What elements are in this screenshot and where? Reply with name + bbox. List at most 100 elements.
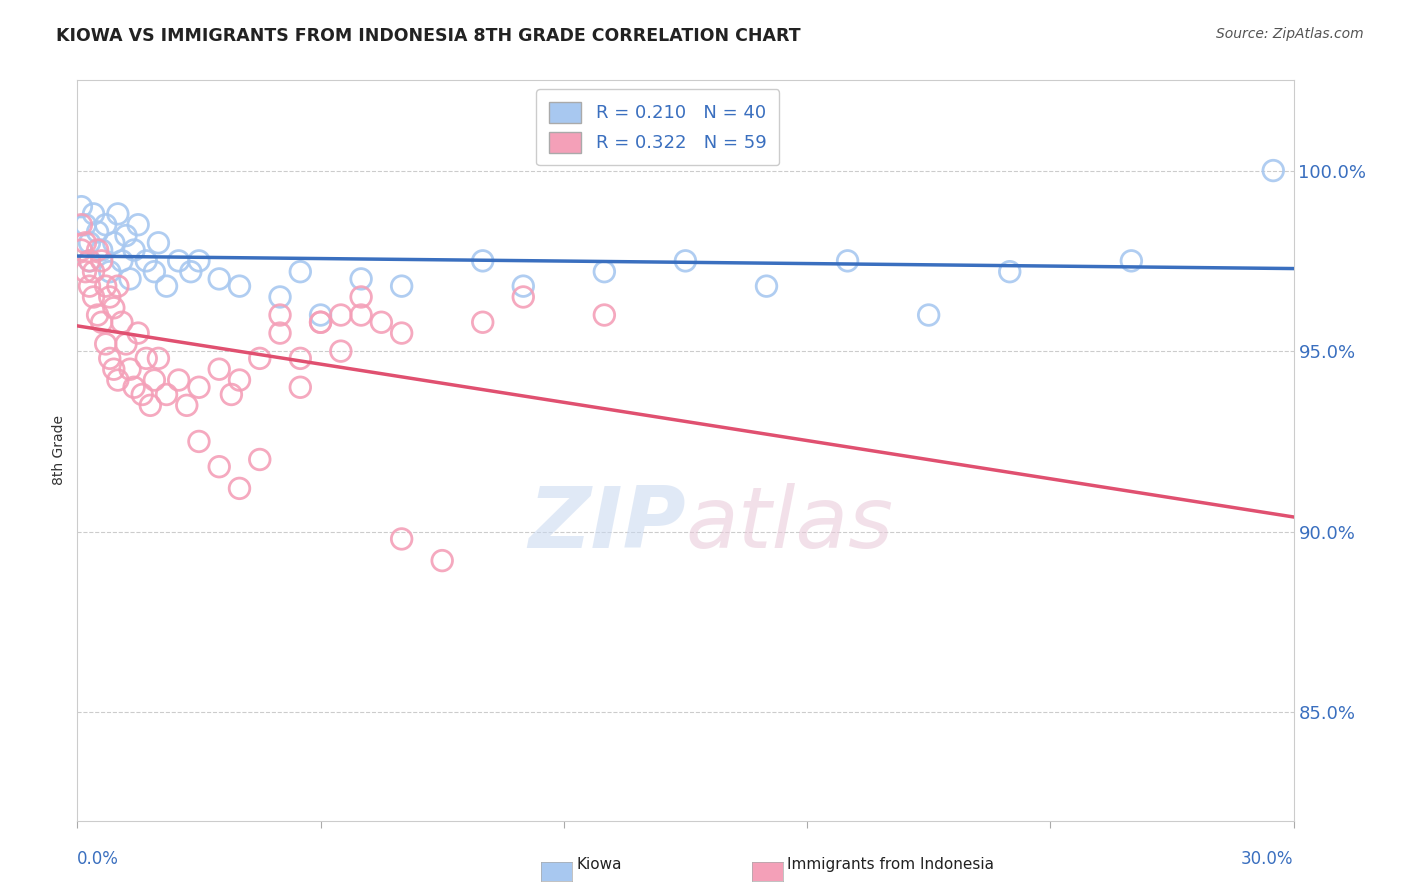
Point	[391, 279, 413, 293]
Text: Kiowa: Kiowa	[576, 857, 621, 872]
Point	[131, 387, 153, 401]
Point	[118, 272, 141, 286]
Point	[118, 362, 141, 376]
Point	[98, 351, 121, 366]
Point	[290, 380, 312, 394]
Point	[269, 290, 291, 304]
Text: KIOWA VS IMMIGRANTS FROM INDONESIA 8TH GRADE CORRELATION CHART: KIOWA VS IMMIGRANTS FROM INDONESIA 8TH G…	[56, 27, 801, 45]
Point	[918, 308, 941, 322]
Point	[309, 308, 332, 322]
Point	[79, 279, 101, 293]
Point	[471, 253, 494, 268]
Point	[176, 398, 198, 412]
Point	[148, 235, 170, 250]
Point	[290, 351, 312, 366]
Point	[90, 253, 112, 268]
Point	[593, 308, 616, 322]
Point	[83, 207, 105, 221]
Point	[1121, 253, 1143, 268]
Point	[139, 398, 162, 412]
Point	[135, 253, 157, 268]
Point	[75, 265, 97, 279]
Point	[228, 373, 250, 387]
Point	[208, 272, 231, 286]
Point	[79, 235, 101, 250]
Point	[167, 253, 190, 268]
Point	[155, 279, 177, 293]
Text: 0.0%: 0.0%	[77, 850, 120, 868]
Point	[269, 326, 291, 340]
Point	[350, 290, 373, 304]
Text: Immigrants from Indonesia: Immigrants from Indonesia	[787, 857, 994, 872]
Text: ZIP: ZIP	[527, 483, 686, 566]
Point	[391, 532, 413, 546]
Point	[122, 243, 145, 257]
Point	[107, 279, 129, 293]
Legend: R = 0.210   N = 40, R = 0.322   N = 59: R = 0.210 N = 40, R = 0.322 N = 59	[536, 89, 779, 165]
Point	[79, 253, 101, 268]
Point	[471, 315, 494, 329]
Point	[103, 362, 125, 376]
Point	[221, 387, 243, 401]
Point	[512, 290, 534, 304]
Point	[309, 315, 332, 329]
Text: Source: ZipAtlas.com: Source: ZipAtlas.com	[1216, 27, 1364, 41]
Point	[143, 265, 166, 279]
Point	[188, 380, 211, 394]
Point	[86, 243, 108, 257]
Point	[94, 218, 117, 232]
Point	[143, 373, 166, 387]
Point	[155, 387, 177, 401]
Point	[90, 315, 112, 329]
Point	[70, 218, 93, 232]
Point	[127, 218, 149, 232]
Point	[86, 308, 108, 322]
Point	[90, 243, 112, 257]
Text: 30.0%: 30.0%	[1241, 850, 1294, 868]
Point	[94, 337, 117, 351]
Point	[309, 315, 332, 329]
Point	[370, 315, 392, 329]
Text: atlas: atlas	[686, 483, 893, 566]
Point	[103, 235, 125, 250]
Point	[350, 308, 373, 322]
Point	[107, 373, 129, 387]
Point	[593, 265, 616, 279]
Point	[107, 207, 129, 221]
Point	[675, 253, 697, 268]
Point	[167, 373, 190, 387]
Y-axis label: 8th Grade: 8th Grade	[52, 416, 66, 485]
Point	[430, 553, 453, 567]
Point	[188, 253, 211, 268]
Point	[148, 351, 170, 366]
Point	[329, 308, 352, 322]
Point	[75, 235, 97, 250]
Point	[98, 290, 121, 304]
Point	[98, 265, 121, 279]
Point	[115, 228, 138, 243]
Point	[83, 290, 105, 304]
Point	[290, 265, 312, 279]
Point	[127, 326, 149, 340]
Point	[228, 482, 250, 496]
Point	[86, 225, 108, 239]
Point	[350, 272, 373, 286]
Point	[115, 337, 138, 351]
Point	[249, 351, 271, 366]
Point	[83, 265, 105, 279]
Point	[111, 315, 134, 329]
Point	[111, 253, 134, 268]
Point	[122, 380, 145, 394]
Point	[998, 265, 1021, 279]
Point	[188, 434, 211, 449]
Point	[1263, 163, 1285, 178]
Point	[103, 301, 125, 315]
Point	[228, 279, 250, 293]
Point	[391, 326, 413, 340]
Point	[269, 308, 291, 322]
Point	[135, 351, 157, 366]
Point	[180, 265, 202, 279]
Point	[837, 253, 859, 268]
Point	[512, 279, 534, 293]
Point	[79, 253, 101, 268]
